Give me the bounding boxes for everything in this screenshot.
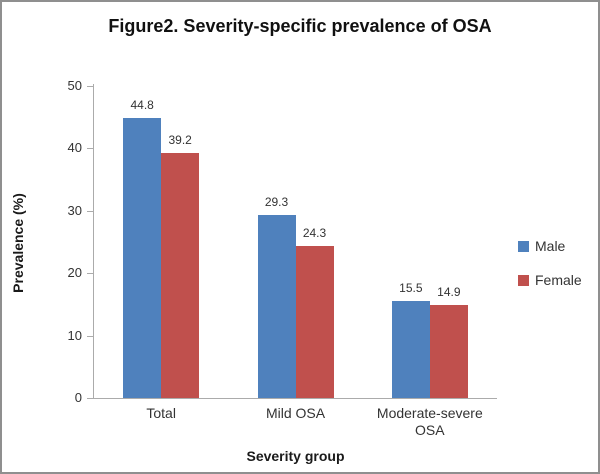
bar-value-female-moderate-severe-osa: 14.9 xyxy=(437,285,461,299)
legend: Male Female xyxy=(518,238,582,306)
y-tick-label: 20 xyxy=(67,265,82,281)
x-axis-title: Severity group xyxy=(246,448,345,464)
y-tick-label: 0 xyxy=(74,390,82,405)
bar-male-moderate-severe-osa xyxy=(391,301,430,398)
x-tick-label-total: Total xyxy=(146,405,176,421)
y-tick-mark xyxy=(87,148,93,150)
legend-label-female: Female xyxy=(535,272,582,288)
y-tick-mark xyxy=(87,335,93,337)
y-axis-line xyxy=(93,84,94,399)
x-tick-label-mild-osa: Mild OSA xyxy=(265,405,326,421)
bar-value-female-total: 39.2 xyxy=(168,133,192,147)
legend-swatch-male-icon xyxy=(518,240,529,252)
y-tick-mark xyxy=(87,273,93,275)
legend-label-male: Male xyxy=(535,238,566,254)
y-tick-label: 30 xyxy=(67,202,82,218)
bar-male-mild-osa xyxy=(257,215,296,398)
bar-female-total xyxy=(161,153,200,398)
legend-item-male: Male xyxy=(518,238,582,254)
legend-swatch-female-icon xyxy=(518,274,529,286)
bar-value-male-moderate-severe-osa: 15.5 xyxy=(399,281,423,295)
chart-title: Figure2. Severity-specific prevalence of… xyxy=(108,16,492,36)
y-tick-label: 10 xyxy=(67,327,82,343)
y-tick-mark xyxy=(87,86,93,87)
y-tick-label: 40 xyxy=(67,140,82,156)
bar-value-female-mild-osa: 24.3 xyxy=(302,226,327,240)
bar-female-mild-osa xyxy=(295,246,334,398)
legend-item-female: Female xyxy=(518,272,582,288)
x-axis-line xyxy=(93,398,497,399)
bar-value-male-total: 44.8 xyxy=(130,98,154,112)
bar-male-total xyxy=(123,118,162,398)
y-tick-mark xyxy=(87,210,93,212)
x-tick-label-moderate-severe-osa: Moderate-severe OSA xyxy=(376,405,483,438)
y-axis-title: Prevalence (%) xyxy=(10,193,26,293)
bar-value-male-mild-osa: 29.3 xyxy=(264,195,289,209)
bar-female-moderate-severe-osa xyxy=(429,305,468,398)
y-tick-mark xyxy=(87,398,93,399)
y-tick-label: 50 xyxy=(67,78,82,93)
